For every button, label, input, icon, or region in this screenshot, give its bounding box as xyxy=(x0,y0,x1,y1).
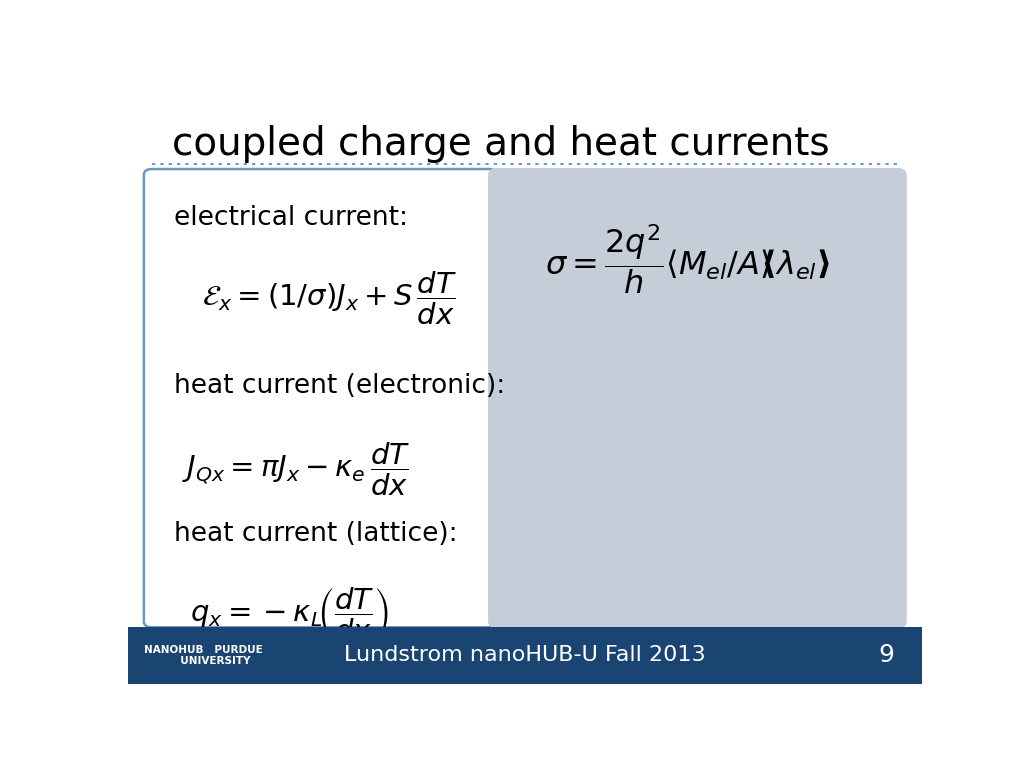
Text: NANOHUB   PURDUE
          UNIVERSITY: NANOHUB PURDUE UNIVERSITY xyxy=(143,644,262,666)
Text: $q_x = -\kappa_L\!\left(\dfrac{dT}{dx}\right)$: $q_x = -\kappa_L\!\left(\dfrac{dT}{dx}\r… xyxy=(189,586,389,643)
Text: heat current (electronic):: heat current (electronic): xyxy=(174,373,505,399)
Bar xyxy=(128,627,922,684)
FancyBboxPatch shape xyxy=(143,169,497,627)
Text: 9: 9 xyxy=(878,644,894,667)
Text: electrical current:: electrical current: xyxy=(174,204,408,230)
FancyBboxPatch shape xyxy=(489,169,905,627)
Text: heat current (lattice):: heat current (lattice): xyxy=(174,521,458,547)
Text: $\mathcal{E}_x = \left(1/\sigma\right)J_x + S\,\dfrac{dT}{dx}$: $\mathcal{E}_x = \left(1/\sigma\right)J_… xyxy=(202,270,457,326)
Text: Lundstrom nanoHUB-U Fall 2013: Lundstrom nanoHUB-U Fall 2013 xyxy=(344,645,706,665)
Text: coupled charge and heat currents: coupled charge and heat currents xyxy=(172,124,829,163)
Text: $\sigma = \dfrac{2q^2}{h}\left\langle M_{el}/A \right\rangle\!\!\left\langle\!\!: $\sigma = \dfrac{2q^2}{h}\left\langle M_… xyxy=(545,222,829,296)
Text: $J_{Qx} = \pi J_x - \kappa_e\,\dfrac{dT}{dx}$: $J_{Qx} = \pi J_x - \kappa_e\,\dfrac{dT}… xyxy=(182,441,411,498)
